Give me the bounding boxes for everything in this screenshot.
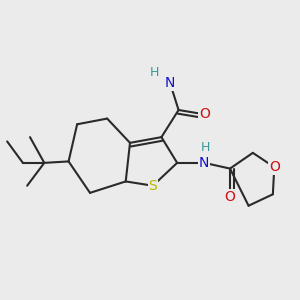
Text: N: N	[165, 76, 175, 90]
Text: S: S	[148, 179, 157, 193]
Text: H: H	[201, 142, 210, 154]
Text: O: O	[269, 160, 280, 174]
Text: O: O	[199, 107, 210, 121]
Text: O: O	[225, 190, 236, 204]
Text: H: H	[150, 66, 159, 80]
Text: N: N	[199, 156, 209, 170]
